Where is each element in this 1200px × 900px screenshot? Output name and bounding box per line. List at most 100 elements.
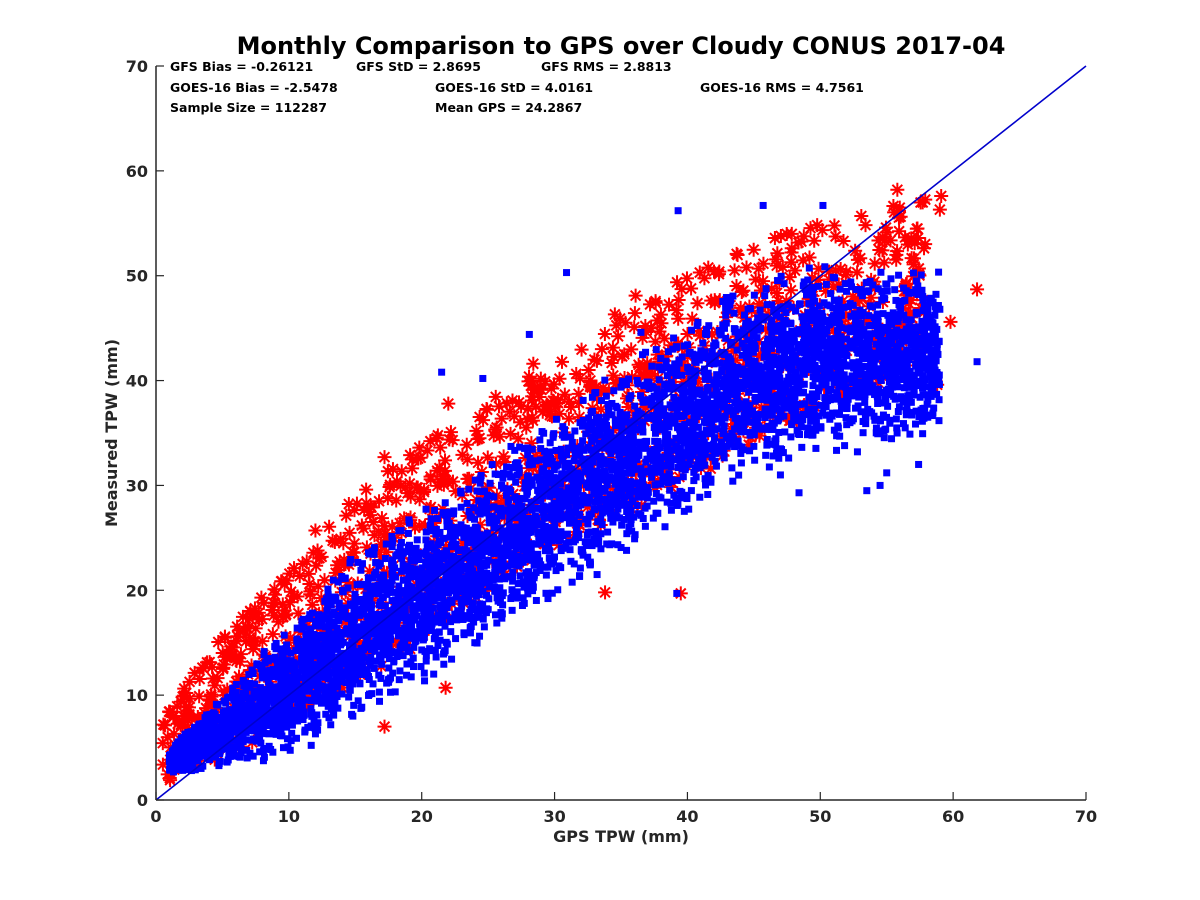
gfs-point [177, 681, 192, 696]
goes16-point [895, 403, 903, 411]
goes16-point [757, 410, 765, 418]
goes16-point [464, 539, 472, 547]
gfs-point [704, 327, 719, 342]
goes16-point [544, 595, 552, 603]
goes16-point [389, 669, 397, 677]
goes16-point [422, 505, 430, 513]
gfs-point [794, 234, 809, 249]
gfs-point [173, 694, 188, 709]
goes16-point [670, 334, 678, 342]
goes16-point [807, 417, 815, 425]
goes16-point [479, 600, 487, 608]
goes16-point [678, 488, 686, 496]
goes16-point [633, 376, 641, 384]
gfs-point [429, 431, 444, 446]
goes16-point [847, 312, 855, 320]
goes16-point [651, 429, 659, 437]
gfs-point [389, 493, 404, 508]
gfs-point [673, 586, 688, 601]
goes16-point [656, 404, 664, 412]
gfs-point [238, 634, 253, 649]
goes16-point [220, 724, 228, 732]
gfs-point [443, 425, 458, 440]
goes16-point [651, 415, 659, 423]
goes16-point [773, 447, 781, 455]
gfs-point [339, 508, 354, 523]
goes16-point [767, 440, 775, 448]
goes16-point [668, 438, 676, 446]
goes16-point [852, 321, 860, 329]
goes16-point [912, 308, 920, 316]
goes16-point [869, 281, 877, 289]
goes16-point [488, 461, 496, 469]
goes16-point [389, 537, 397, 545]
goes16-point [292, 734, 300, 742]
goes16-point [778, 398, 786, 406]
goes16-point [407, 658, 415, 666]
goes16-point [299, 716, 307, 724]
goes16-point [446, 508, 454, 516]
goes16-point [591, 506, 599, 514]
goes16-point [708, 348, 716, 356]
gfs-point [432, 461, 447, 476]
gfs-point [611, 329, 626, 344]
goes16-point [801, 285, 809, 293]
goes16-point [392, 601, 400, 609]
goes16-point [375, 688, 383, 696]
goes16-point [930, 404, 938, 412]
goes16-point [358, 660, 366, 668]
goes16-point [329, 685, 337, 693]
gfs-point [230, 629, 245, 644]
goes16-point [238, 706, 246, 714]
gfs-point [332, 554, 347, 569]
goes16-point [781, 331, 789, 339]
goes16-point [510, 561, 518, 569]
goes16-point [311, 730, 319, 738]
gfs-point [301, 566, 316, 581]
gfs-point [648, 334, 663, 349]
goes16-point [923, 339, 931, 347]
goes16-point [391, 573, 399, 581]
goes16-point [587, 446, 595, 454]
goes16-point [407, 616, 415, 624]
gfs-point [438, 453, 453, 468]
goes16-point [567, 433, 575, 441]
goes16-point [465, 485, 473, 493]
goes16-point [284, 743, 292, 751]
gfs-point [502, 404, 517, 419]
goes16-point [730, 309, 738, 317]
goes16-point [645, 455, 653, 463]
goes16-point [901, 394, 909, 402]
goes16-point [196, 720, 204, 728]
gfs-point [866, 331, 881, 346]
goes16-point [392, 552, 400, 560]
goes16-point [396, 667, 404, 675]
gfs-point [784, 226, 799, 241]
goes16-point [665, 470, 673, 478]
goes16-point [879, 339, 887, 347]
goes16-point [657, 480, 665, 488]
goes16-point [871, 390, 879, 398]
goes16-point [722, 334, 730, 342]
gfs-point [909, 221, 924, 236]
goes16-point [838, 404, 846, 412]
goes16-point [784, 301, 792, 309]
goes16-point [473, 487, 481, 495]
goes16-point [509, 577, 517, 585]
gfs-point [303, 584, 318, 599]
gfs-point [746, 242, 761, 257]
goes16-point [865, 287, 873, 295]
goes16-point [454, 529, 462, 537]
gfs-point [892, 224, 907, 239]
gfs-point [850, 252, 865, 267]
gfs-point [265, 602, 280, 617]
gfs-point [282, 595, 297, 610]
goes16-point [661, 381, 669, 389]
goes16-point [652, 489, 660, 497]
goes16-point [634, 489, 642, 497]
gfs-point [773, 228, 788, 243]
goes16-point [757, 379, 765, 387]
goes16-point [833, 446, 841, 454]
gfs-point [684, 281, 699, 296]
goes16-point [564, 474, 572, 482]
